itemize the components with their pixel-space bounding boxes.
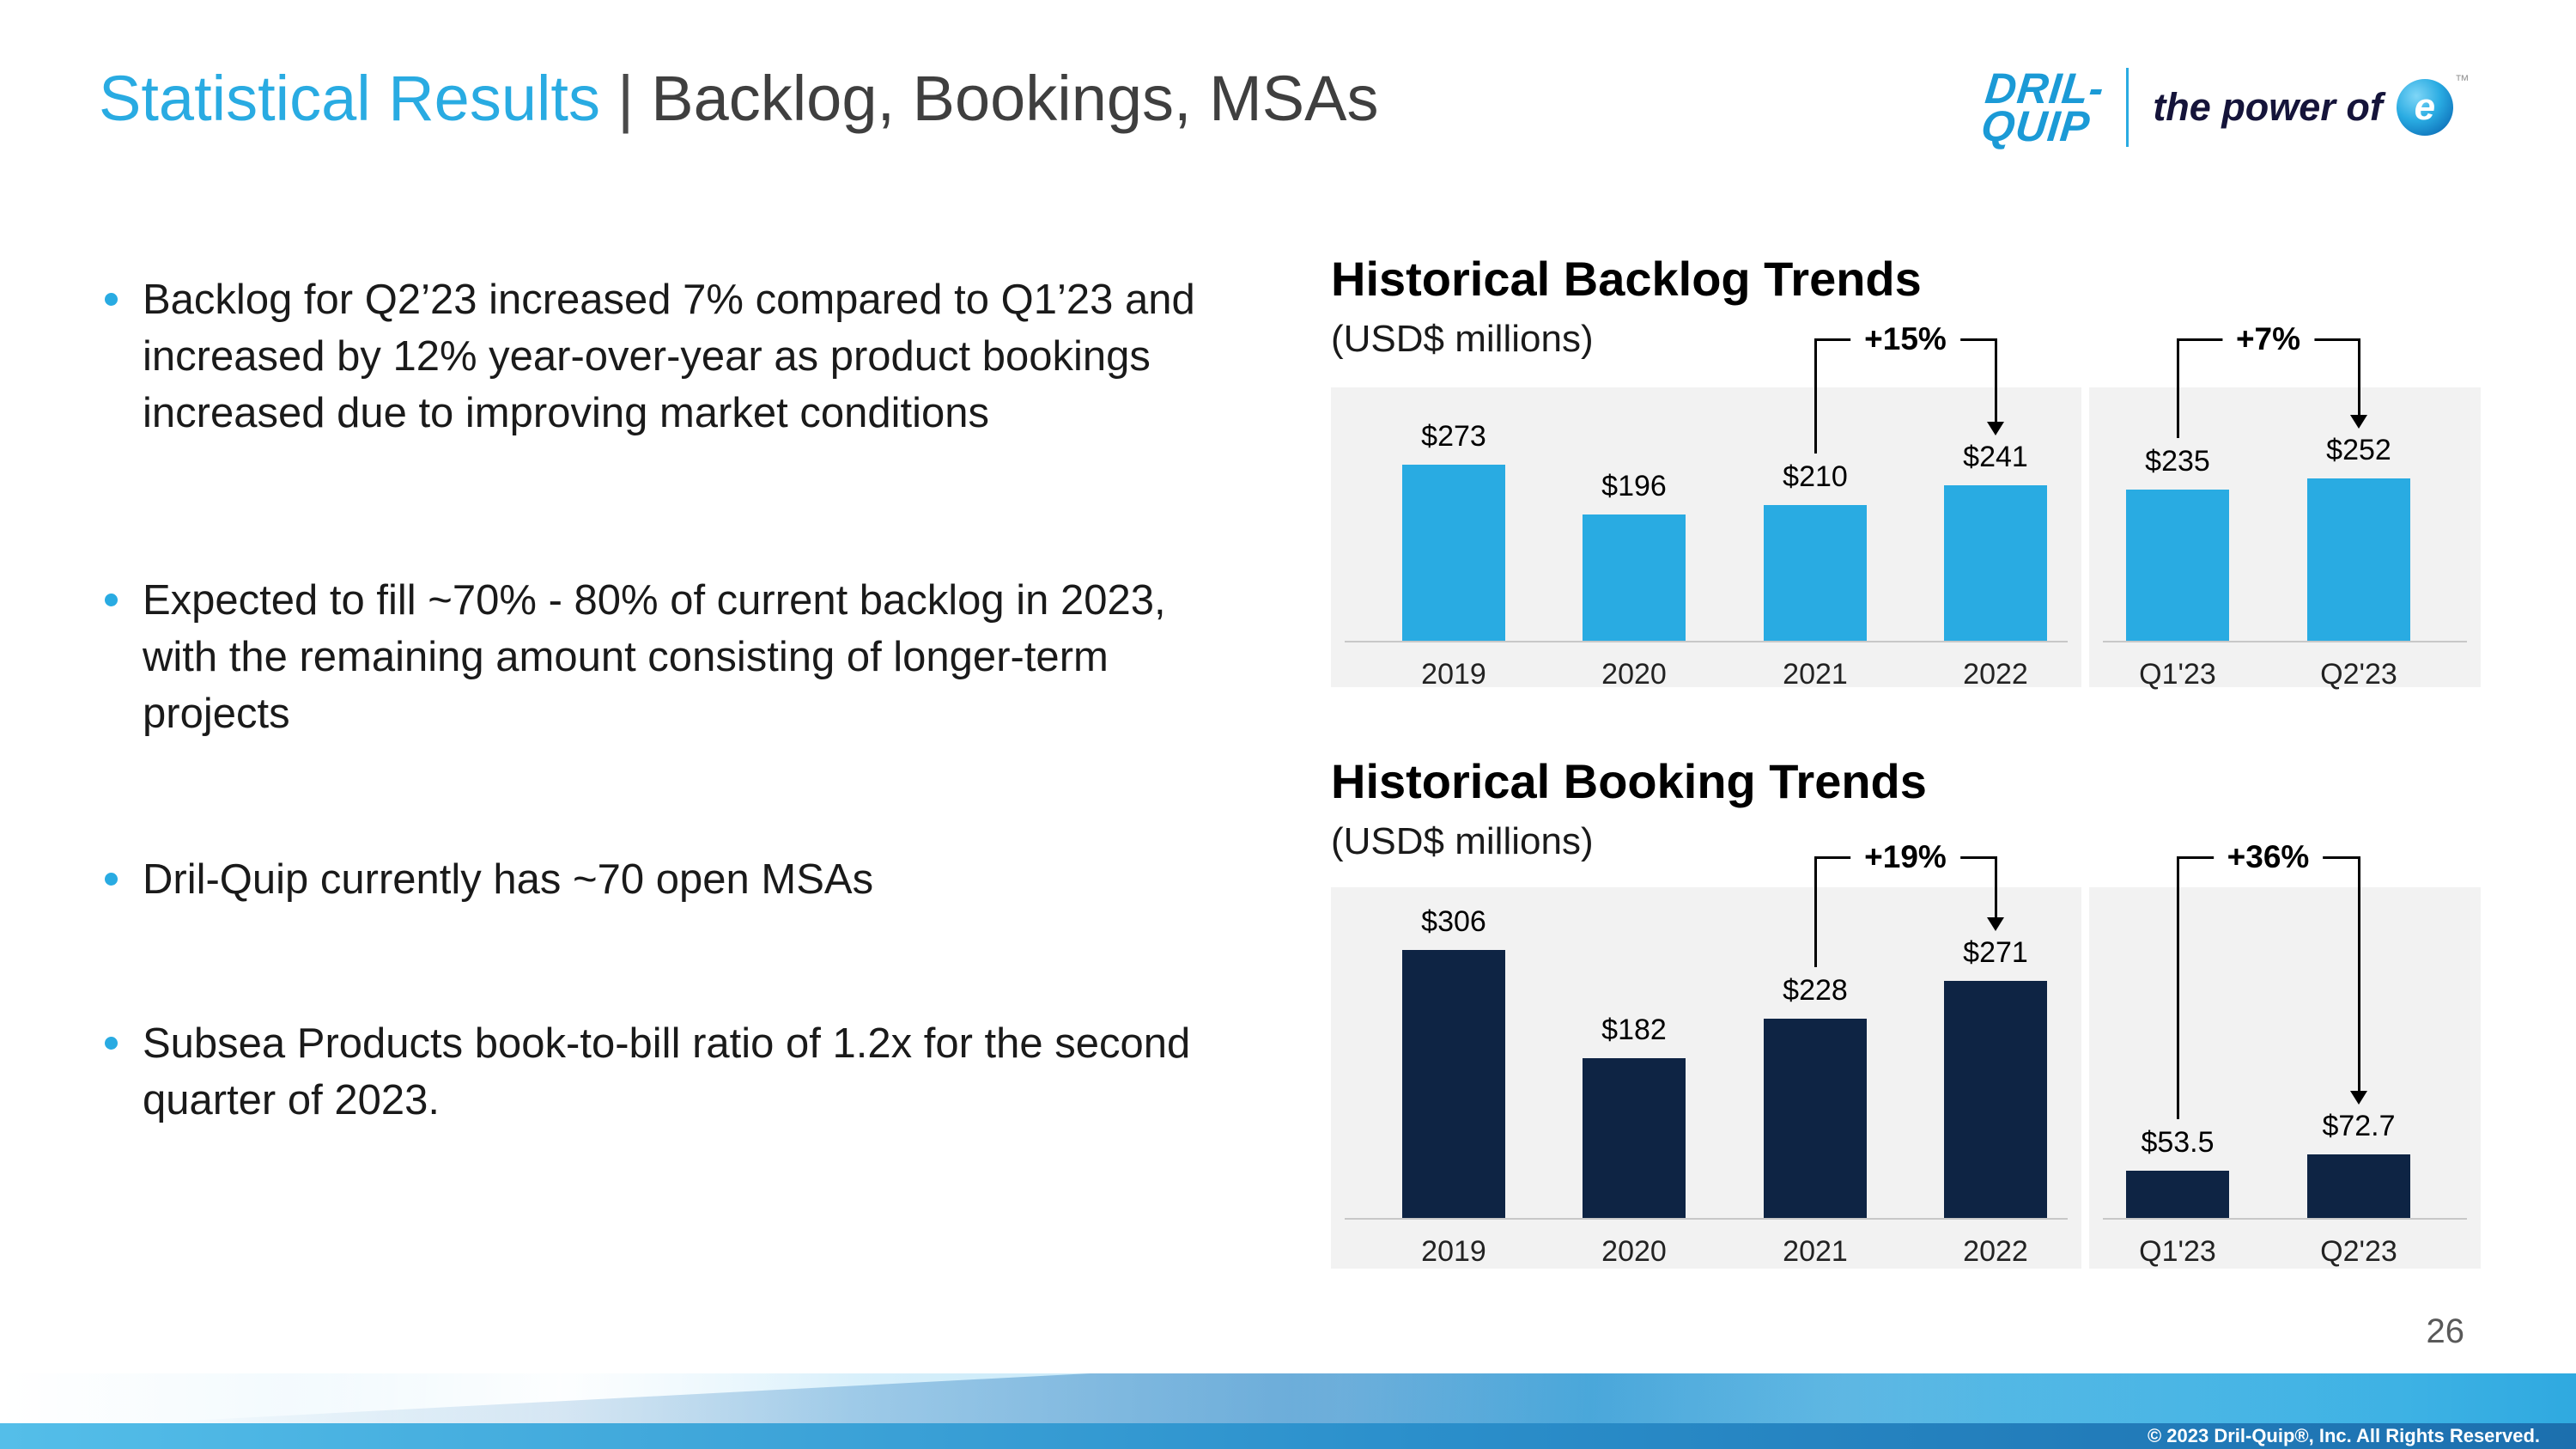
trademark-symbol: ™	[2454, 72, 2470, 88]
bar-Q1'23	[2126, 1171, 2229, 1218]
bullet-icon	[105, 1037, 118, 1050]
bar-2021	[1764, 505, 1867, 641]
annotation-drop-line	[2358, 338, 2360, 415]
globe-letter: e	[2414, 86, 2436, 128]
bar-value-label: $210	[1783, 460, 1848, 493]
bar-category-label: Q1'23	[2139, 658, 2216, 691]
bar-2019	[1402, 950, 1505, 1218]
annotation-label: +15%	[1850, 319, 1960, 360]
bar-value-label: $241	[1963, 441, 2028, 473]
bar-value-label: $306	[1421, 905, 1486, 938]
annotation-drop-line	[2177, 338, 2179, 438]
footer-wave-band: © 2023 Dril-Quip®, Inc. All Rights Reser…	[0, 1373, 2576, 1449]
bullet-icon	[105, 594, 118, 606]
annotation-drop-line	[1995, 338, 1997, 422]
annotation-drop-line	[2358, 856, 2360, 1091]
bar-value-label: $252	[2326, 434, 2391, 466]
annotation-label: +19%	[1850, 837, 1960, 878]
bar-2019	[1402, 465, 1505, 641]
bar-2022	[1944, 485, 2047, 641]
bar-value-label: $273	[1421, 420, 1486, 453]
bar-2022	[1944, 981, 2047, 1218]
wordmark-line2: QUIP	[1978, 102, 2093, 150]
drilquip-wordmark: DRIL- QUIP	[1978, 64, 2107, 150]
bullet-item: Backlog for Q2’23 increased 7% compared …	[101, 271, 1252, 441]
bullet-icon	[105, 293, 118, 306]
bar-category-label: Q2'23	[2320, 658, 2397, 691]
bullet-text: Expected to fill ~70% - 80% of current b…	[143, 577, 1166, 737]
bullet-item: Expected to fill ~70% - 80% of current b…	[101, 572, 1252, 742]
annotation-drop-line	[1995, 856, 1997, 917]
footer-strip: © 2023 Dril-Quip®, Inc. All Rights Reser…	[0, 1423, 2576, 1449]
annotation-label: +36%	[2213, 837, 2324, 878]
drilquip-logo: DRIL- QUIP the power of e ™	[1979, 60, 2470, 155]
bar-2020	[1583, 1058, 1686, 1218]
bullet-icon	[105, 873, 118, 886]
title-main: Backlog, Bookings, MSAs	[651, 63, 1379, 134]
bullet-item: Dril-Quip currently has ~70 open MSAs	[101, 851, 1252, 908]
arrow-down-icon	[2350, 415, 2367, 429]
bar-category-label: Q1'23	[2139, 1235, 2216, 1268]
bar-Q2'23	[2307, 478, 2410, 641]
bar-Q2'23	[2307, 1154, 2410, 1218]
bullet-text: Backlog for Q2’23 increased 7% compared …	[143, 277, 1195, 436]
bar-category-label: 2021	[1783, 1235, 1848, 1268]
chart-title: Historical Booking Trends	[1331, 754, 1927, 808]
bullet-text: Dril-Quip currently has ~70 open MSAs	[143, 856, 874, 903]
bar-value-label: $235	[2145, 445, 2210, 478]
bar-value-label: $196	[1601, 470, 1667, 502]
bar-value-label: $53.5	[2141, 1126, 2215, 1159]
copyright-text: © 2023 Dril-Quip®, Inc. All Rights Reser…	[2147, 1425, 2540, 1446]
x-axis-line	[1345, 1218, 2068, 1220]
bullet-item: Subsea Products book-to-bill ratio of 1.…	[101, 1015, 1252, 1129]
power-of-e-icon: e	[2396, 79, 2453, 136]
bar-category-label: 2022	[1963, 1235, 2028, 1268]
annotation-label: +7%	[2221, 319, 2315, 360]
bar-category-label: 2020	[1601, 1235, 1667, 1268]
x-axis-line	[2103, 641, 2467, 642]
bar-value-label: $271	[1963, 936, 2028, 969]
annotation-drop-line	[1814, 856, 1817, 967]
bar-category-label: 2021	[1783, 658, 1848, 691]
x-axis-line	[2103, 1218, 2467, 1220]
chart-subtitle: (USD$ millions)	[1331, 820, 1594, 862]
bar-category-label: 2019	[1421, 658, 1486, 691]
booking-trends-chart: Historical Booking Trends (USD$ millions…	[1331, 754, 2486, 1310]
annotation-drop-line	[1814, 338, 1817, 454]
annotation-drop-line	[2177, 856, 2179, 1119]
bar-value-label: $72.7	[2322, 1110, 2396, 1142]
bar-2020	[1583, 514, 1686, 641]
title-accent: Statistical Results	[99, 63, 600, 134]
bar-value-label: $182	[1601, 1014, 1667, 1046]
bullet-text: Subsea Products book-to-bill ratio of 1.…	[143, 1020, 1191, 1123]
bar-category-label: Q2'23	[2320, 1235, 2397, 1268]
logo-divider	[2126, 68, 2129, 147]
logo-tagline: the power of	[2153, 85, 2383, 129]
title-divider: |	[617, 63, 635, 134]
arrow-down-icon	[1987, 422, 2004, 435]
chart-title: Historical Backlog Trends	[1331, 252, 1922, 306]
page-number: 26	[2426, 1312, 2465, 1350]
backlog-trends-chart: Historical Backlog Trends (USD$ millions…	[1331, 252, 2486, 807]
bar-Q1'23	[2126, 490, 2229, 641]
arrow-down-icon	[1987, 917, 2004, 931]
arrow-down-icon	[2350, 1091, 2367, 1105]
bar-category-label: 2020	[1601, 658, 1667, 691]
bar-category-label: 2022	[1963, 658, 2028, 691]
bar-value-label: $228	[1783, 974, 1848, 1007]
x-axis-line	[1345, 641, 2068, 642]
page-title: Statistical Results | Backlog, Bookings, M…	[99, 62, 1379, 135]
bar-2021	[1764, 1019, 1867, 1218]
bar-category-label: 2019	[1421, 1235, 1486, 1268]
chart-subtitle: (USD$ millions)	[1331, 318, 1594, 360]
